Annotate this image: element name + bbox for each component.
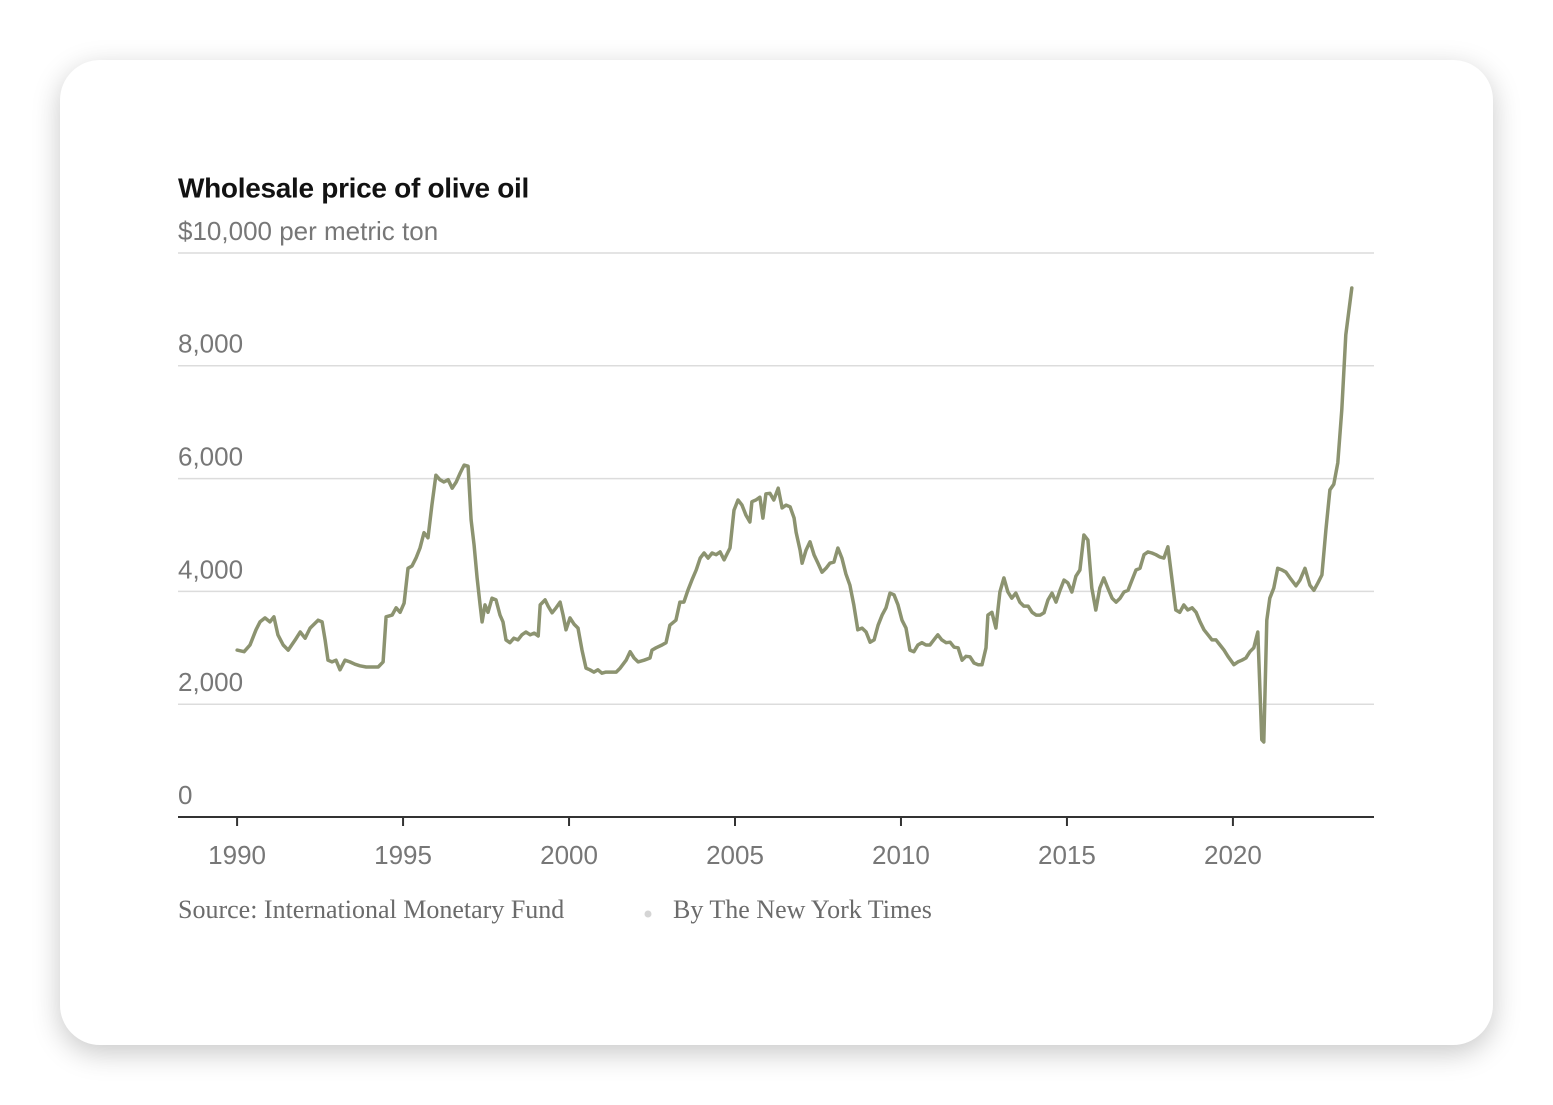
x-tick-label: 2020	[1204, 840, 1262, 870]
y-tick-label: 6,000	[178, 441, 243, 471]
y-tick-label: 4,000	[178, 554, 243, 584]
price-line	[235, 286, 1354, 744]
x-tick-label: 2005	[706, 840, 764, 870]
source: Source: International Monetary Fund	[178, 895, 564, 924]
chart-title: Wholesale price of olive oil	[178, 172, 529, 203]
card	[60, 60, 1493, 1045]
x-tick-label: 1995	[374, 840, 432, 870]
x-tick-label: 2010	[872, 840, 930, 870]
y-tick-label: 0	[178, 780, 192, 810]
y-tick-label: 8,000	[178, 329, 243, 359]
x-tick-label: 2015	[1038, 840, 1096, 870]
separator-dot	[644, 910, 652, 918]
y-tick-label: $10,000 per metric ton	[178, 216, 438, 246]
x-tick-label: 2000	[540, 840, 598, 870]
byline: By The New York Times	[673, 895, 932, 924]
x-tick-label: 1990	[208, 840, 266, 870]
y-tick-label: 2,000	[178, 667, 243, 697]
